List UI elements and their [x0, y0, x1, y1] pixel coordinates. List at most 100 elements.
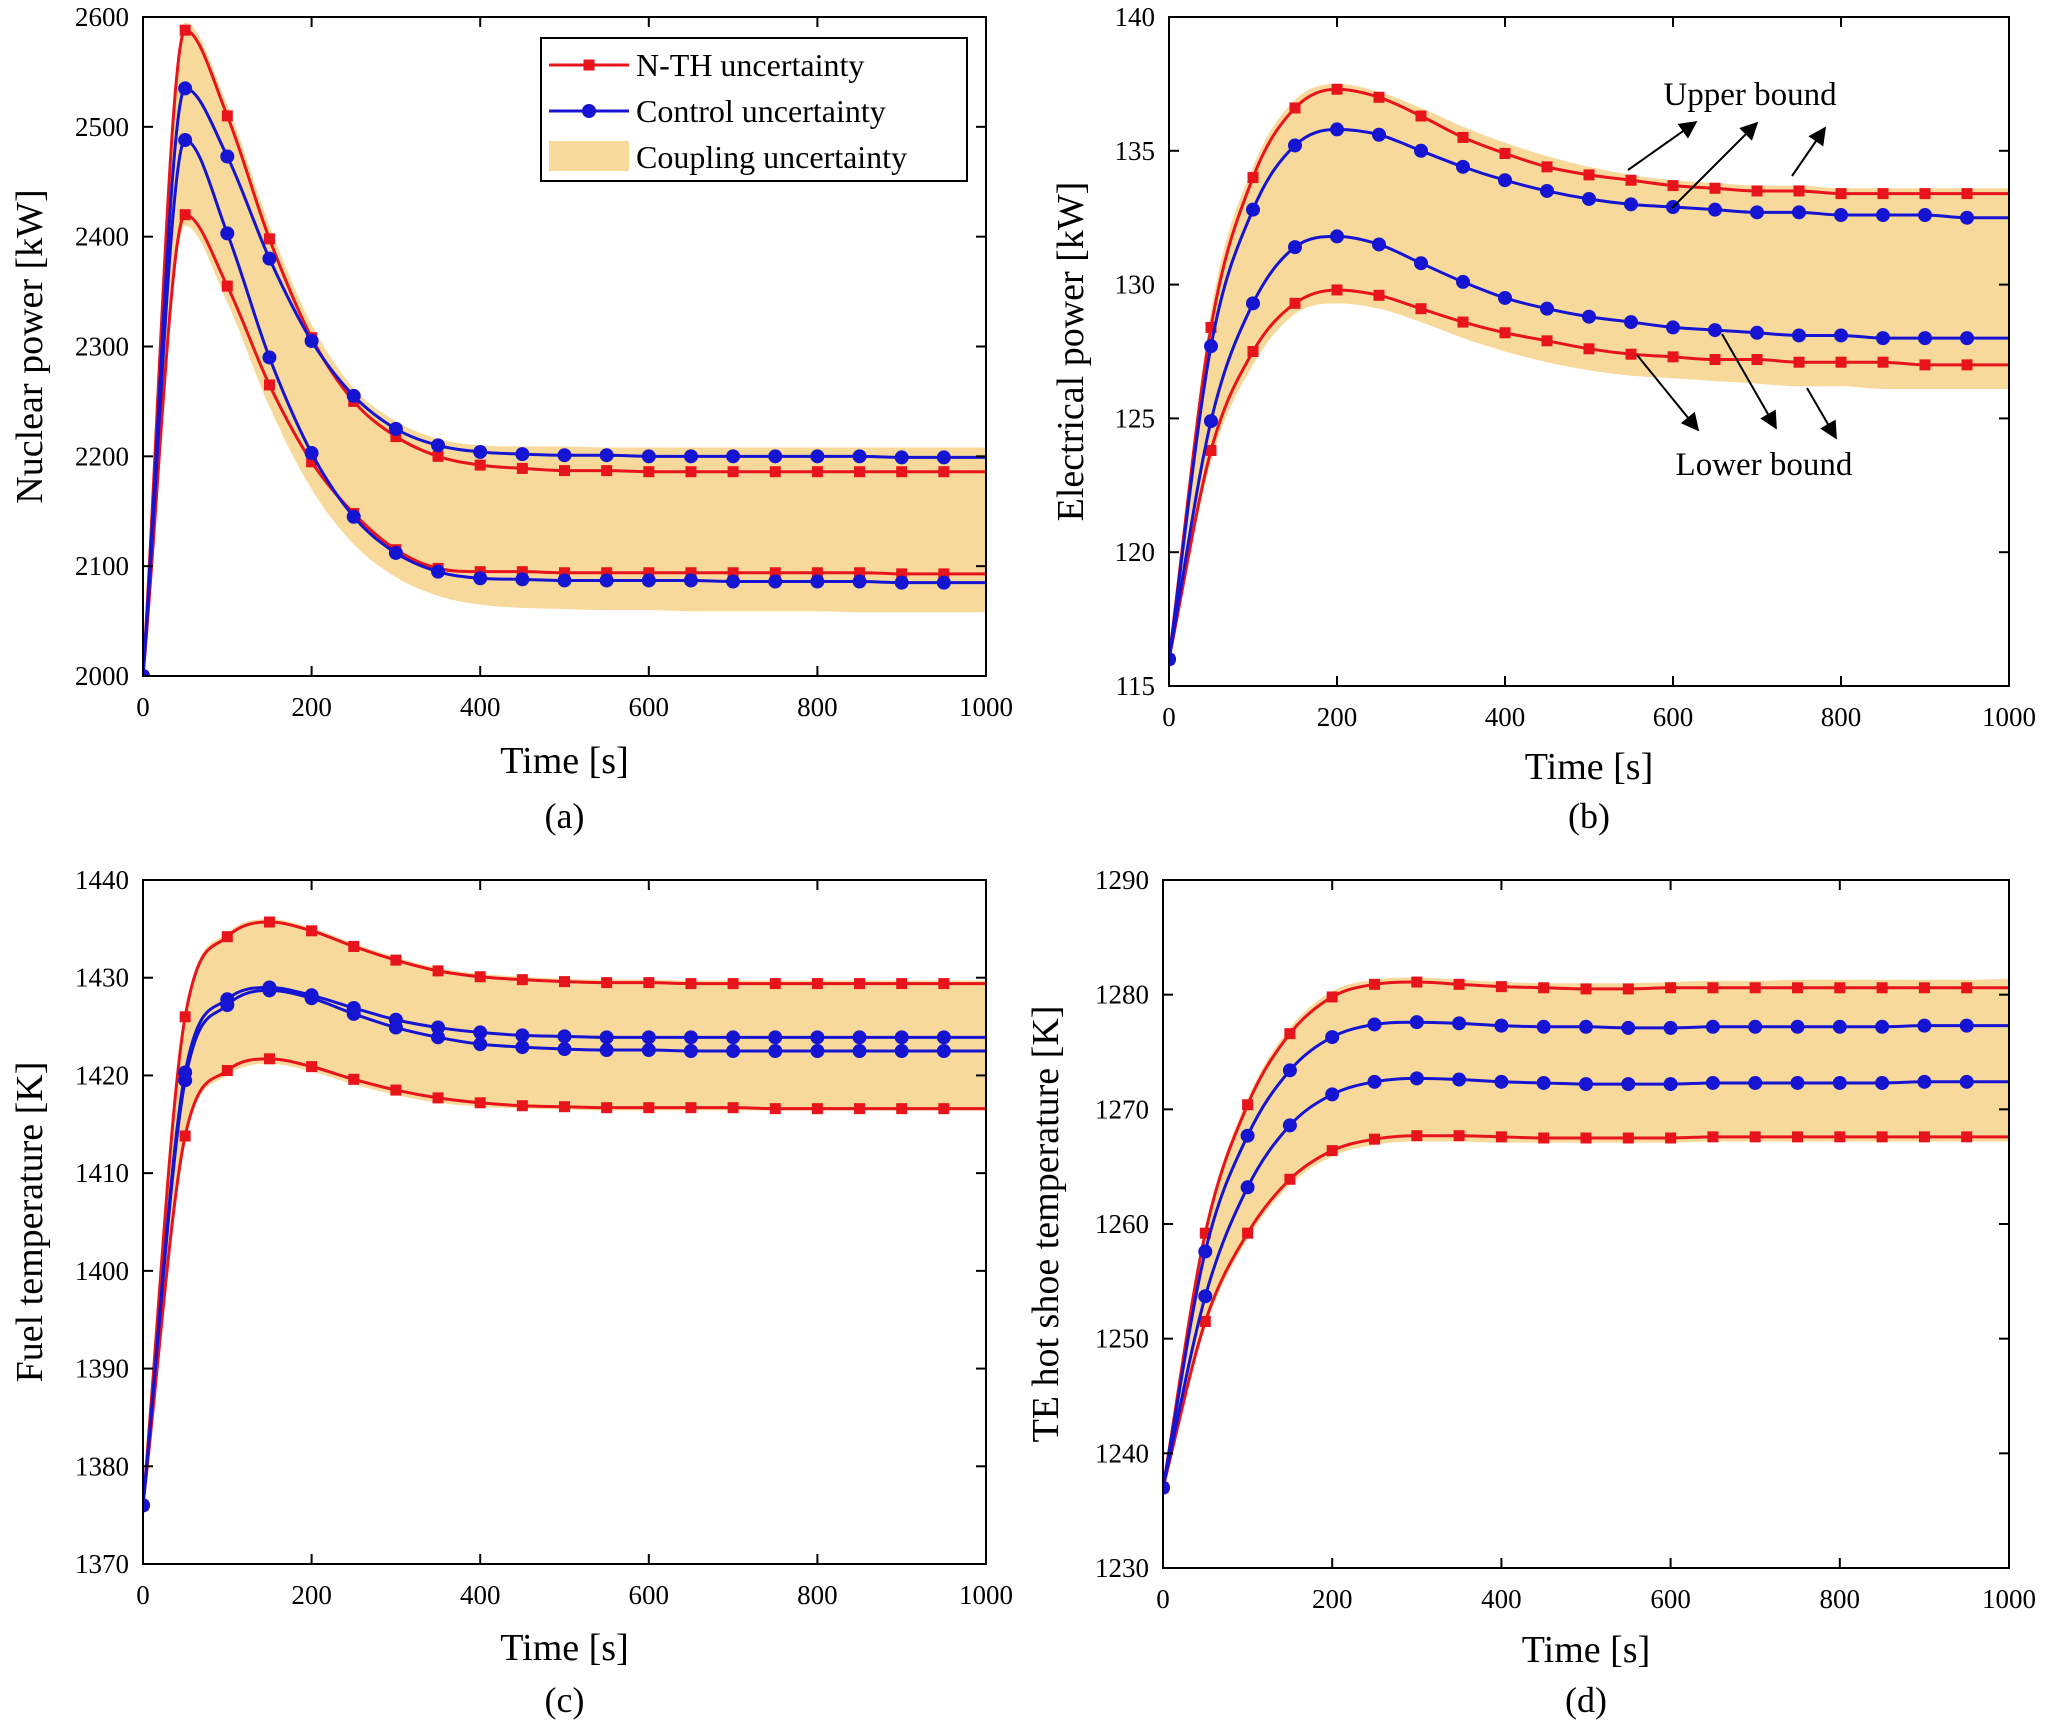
data-point	[474, 971, 486, 983]
data-point	[1457, 316, 1469, 328]
data-point	[473, 571, 488, 586]
data-point	[894, 1030, 909, 1045]
data-point	[432, 965, 444, 977]
y-axis-label: Electrical power [kW]	[1050, 182, 1092, 522]
data-point	[178, 81, 193, 96]
data-point	[346, 388, 361, 403]
data-point	[1536, 1075, 1551, 1090]
data-point	[936, 450, 951, 465]
data-point	[1876, 208, 1890, 223]
data-point	[1624, 315, 1638, 330]
data-point	[726, 1044, 741, 1058]
series-nth-0	[1169, 83, 2009, 665]
data-point	[559, 1101, 570, 1113]
data-point	[1246, 202, 1260, 217]
data-point	[896, 978, 908, 990]
coupling-band	[1163, 977, 2009, 1488]
data-point	[1240, 1128, 1255, 1143]
x-tick-label: 0	[136, 692, 150, 722]
data-point	[474, 459, 486, 471]
data-point	[810, 1044, 825, 1058]
data-point	[599, 573, 614, 588]
data-point	[1282, 1118, 1297, 1133]
series-control-3	[1169, 229, 2009, 667]
chart-d: 0 200 400 600 800 1000 1230 1240 1250 1260 1270 128…	[1025, 865, 2036, 1720]
x-tick-label: 400	[1481, 1584, 1522, 1614]
axes-box	[142, 879, 987, 1565]
data-point	[727, 1102, 739, 1114]
data-point	[1494, 1074, 1509, 1089]
data-point	[811, 466, 823, 478]
legend: N-TH uncertainty Control uncertainty Coupl…	[540, 37, 968, 182]
data-point	[1919, 188, 1931, 200]
y-tick-label: 135	[1115, 136, 1156, 166]
data-point	[938, 568, 950, 580]
data-point	[1204, 339, 1218, 354]
data-point	[1622, 1132, 1634, 1144]
series-line	[1163, 1134, 2009, 1489]
data-point	[852, 449, 867, 464]
data-point	[474, 1097, 486, 1109]
data-point	[1541, 335, 1553, 347]
coupling-band	[1169, 83, 2009, 660]
x-tick-label: 600	[629, 692, 670, 722]
data-point	[726, 449, 741, 464]
data-point	[1289, 297, 1301, 309]
data-point	[1749, 1131, 1761, 1143]
data-point	[1205, 321, 1217, 333]
data-point	[726, 1030, 741, 1045]
data-point	[1918, 331, 1932, 346]
data-point	[1583, 169, 1595, 181]
upper-bound-label: Upper bound	[1663, 77, 1837, 113]
data-point	[1415, 110, 1427, 122]
series-control-2	[143, 81, 986, 676]
data-point	[1792, 328, 1806, 343]
data-point	[557, 1042, 572, 1057]
x-tick-label: 1000	[1982, 1584, 2036, 1614]
data-point	[179, 1011, 191, 1023]
data-point	[432, 1092, 444, 1104]
legend-control-marker	[582, 104, 596, 118]
panel-caption: (b)	[1568, 796, 1610, 836]
data-point	[263, 233, 275, 245]
data-point	[1835, 188, 1847, 200]
data-point	[1453, 1130, 1465, 1142]
data-point	[220, 226, 235, 241]
data-point	[852, 574, 867, 589]
data-point	[854, 466, 866, 478]
data-point	[1832, 1019, 1847, 1034]
legend-coupling-label: Coupling uncertainty	[636, 139, 907, 175]
data-point	[1790, 1019, 1805, 1034]
legend-coupling-swatch	[549, 141, 629, 171]
data-point	[348, 1073, 360, 1085]
y-axis-label: TE hot shoe temperature [K]	[1025, 1006, 1067, 1443]
data-point	[852, 1030, 867, 1045]
data-point	[1665, 982, 1677, 994]
series-line	[1169, 127, 2009, 660]
y-tick-label: 1260	[1095, 1209, 1149, 1239]
data-point	[179, 1130, 191, 1142]
data-point	[262, 983, 277, 998]
panel-caption: (a)	[545, 796, 585, 836]
data-point	[1877, 356, 1889, 368]
data-point	[1411, 976, 1423, 988]
data-point	[896, 466, 908, 478]
series-line	[1163, 1020, 2009, 1488]
data-point	[220, 149, 235, 164]
data-point	[601, 465, 613, 477]
data-point	[179, 209, 191, 221]
data-point	[1665, 1132, 1677, 1144]
data-point	[178, 1073, 193, 1088]
series-control-2	[1163, 1015, 2009, 1495]
y-tick-label: 1410	[75, 1158, 129, 1188]
data-point	[1917, 1074, 1932, 1089]
data-point	[1832, 1075, 1847, 1090]
data-point	[1242, 1227, 1254, 1239]
series-nth-0	[1163, 976, 2009, 1494]
data-point	[601, 977, 613, 989]
data-point	[1499, 327, 1511, 339]
data-point	[1834, 1131, 1846, 1143]
data-point	[516, 1100, 528, 1112]
y-axis-label: Nuclear power [kW]	[9, 189, 51, 503]
